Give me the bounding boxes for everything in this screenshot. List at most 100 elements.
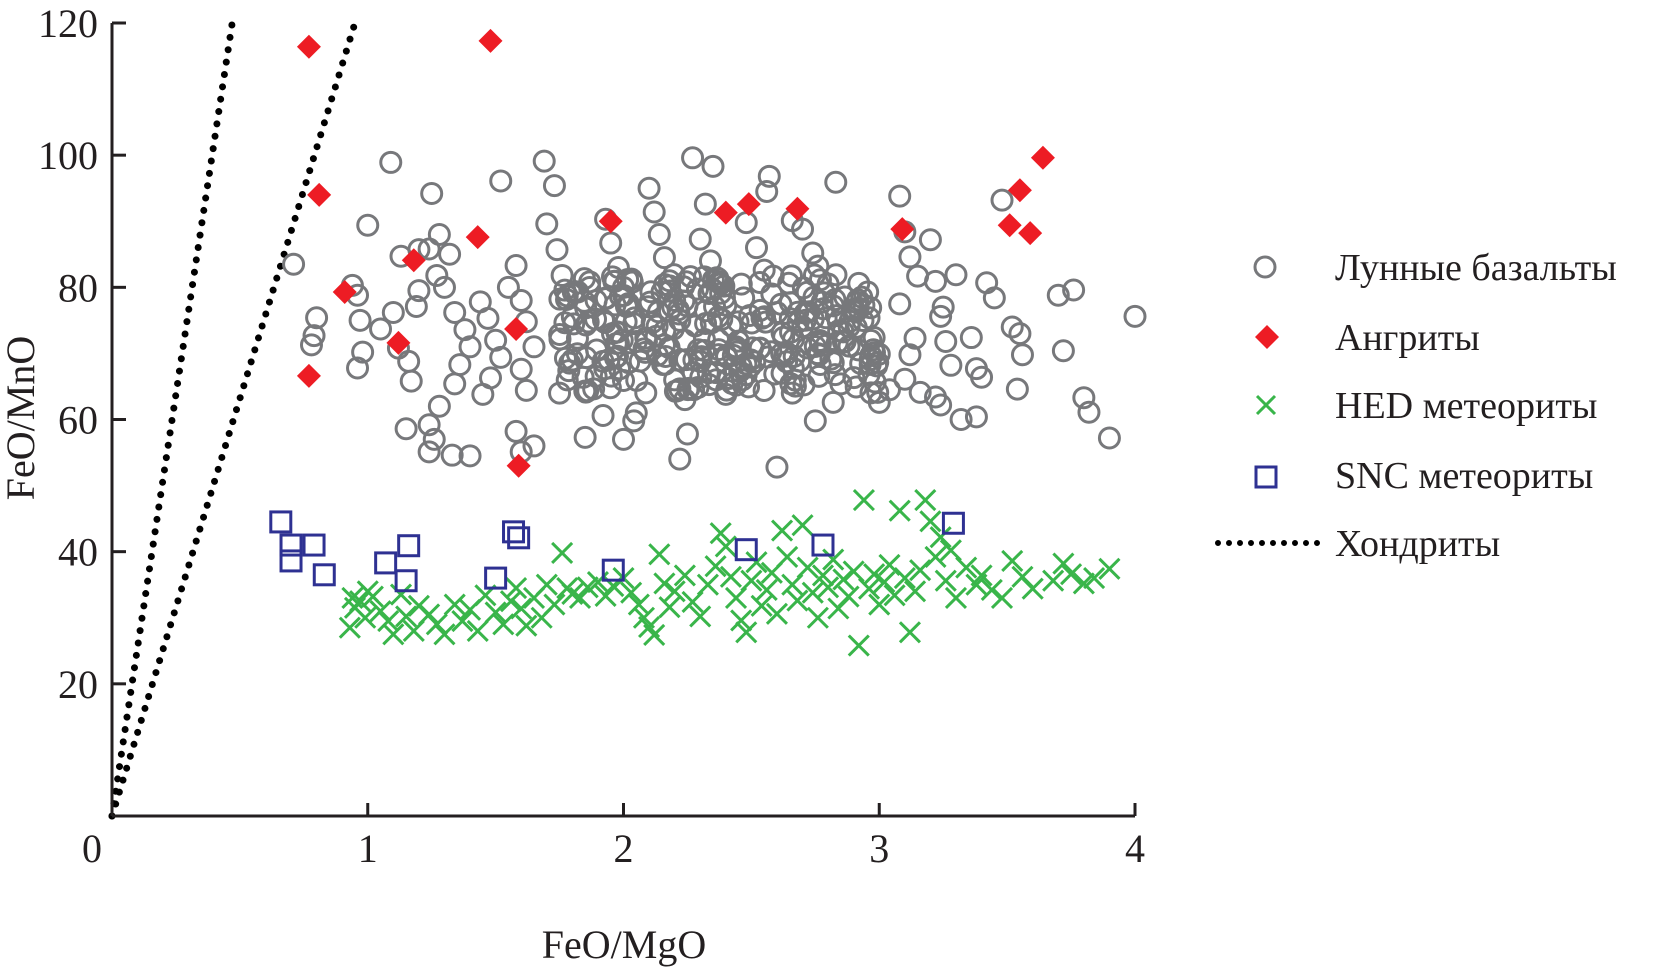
lunar-basalt-point — [924, 269, 948, 293]
lunar-basalt-point — [548, 381, 572, 405]
lunar-basalt-point — [661, 295, 685, 319]
lunar-basalt-point — [851, 309, 875, 333]
lunar-basalt-point — [929, 304, 953, 328]
lunar-basalt-point — [578, 270, 602, 294]
lunar-basalt-point — [553, 311, 577, 335]
hed-point — [499, 590, 523, 613]
hed-point — [755, 578, 778, 602]
angrite-point — [736, 192, 761, 217]
lunar-basalt-point — [417, 440, 441, 464]
hed-point — [909, 559, 932, 582]
hed-point — [627, 593, 650, 616]
hed-point — [765, 602, 789, 625]
lunar-basalt-point — [489, 169, 513, 193]
lunar-basalt-point — [821, 390, 845, 414]
lunar-basalt-point — [715, 378, 739, 402]
lunar-basalt-point — [831, 320, 855, 344]
lunar-basalt-point — [1072, 386, 1096, 410]
ticks: 0 1 2 3 4 20 40 60 80 100 120 — [38, 1, 1145, 871]
lunar-basalt-point — [1005, 377, 1029, 401]
legend-label: Ангриты — [1335, 317, 1480, 359]
lunar-basalt-point — [591, 404, 615, 428]
snc-point — [394, 569, 418, 593]
hed-point — [888, 499, 911, 522]
lunar-basalt-point — [675, 294, 699, 318]
hed-point — [868, 593, 891, 616]
hed-point — [653, 572, 676, 595]
hed-point — [944, 586, 968, 609]
lunar-basalt-point — [908, 380, 932, 404]
hed-point — [696, 573, 719, 596]
lunar-basalt-point — [598, 376, 622, 400]
lunar-basalt-point — [819, 347, 843, 371]
hed-point — [903, 580, 927, 603]
legend-open-square-icon — [1254, 465, 1278, 489]
angrite-point — [332, 279, 357, 304]
hed-point — [451, 609, 474, 633]
angrite-point — [1007, 178, 1032, 203]
lunar-basalt-point — [931, 295, 955, 319]
hed-point — [847, 634, 870, 657]
hed-point — [929, 526, 952, 549]
lunar-basalt-point — [792, 373, 816, 397]
x-tick-label: 1 — [358, 826, 378, 871]
hed-point — [1083, 567, 1106, 590]
hed-point — [505, 576, 528, 600]
lunar-basalt-point — [427, 222, 451, 246]
hed-point — [709, 522, 732, 545]
angrite-point — [504, 316, 529, 341]
lunar-basalt-point — [636, 295, 660, 319]
lunar-basalt-point — [700, 277, 724, 301]
hed-point — [515, 614, 538, 637]
hed-point — [970, 564, 993, 587]
angrite-point — [386, 330, 411, 355]
chondrite-line — [108, 19, 359, 820]
lunar-basalt-point — [647, 222, 671, 246]
hed-point — [354, 606, 377, 629]
lunar-basalt-point — [558, 351, 582, 375]
lunar-basalt-point — [522, 434, 546, 458]
lunar-basalt-point — [420, 181, 444, 205]
lunar-basalt-point — [772, 344, 796, 368]
lunar-basalt-point — [678, 265, 702, 289]
lunar-basalt-point — [504, 254, 528, 278]
legend-item-hed: HED метеориты — [1255, 385, 1597, 427]
hed-point — [535, 573, 558, 596]
lunar-basalt-point — [893, 367, 917, 391]
lunar-basalt-point — [734, 363, 758, 387]
lunar-basalt-point — [706, 305, 730, 329]
lunar-basalt-point — [1077, 400, 1101, 424]
lunar-basalt-point — [814, 333, 838, 357]
lunar-basalt-point — [888, 184, 912, 208]
lunar-basalt-point — [765, 455, 789, 479]
hed-point — [719, 565, 742, 588]
hed-point — [663, 580, 686, 603]
snc-point — [507, 526, 531, 550]
hed-point — [898, 621, 922, 644]
lunar-basalt-point — [824, 263, 848, 287]
hed-point — [914, 489, 937, 512]
lunar-basalt-point — [562, 312, 586, 336]
hed-point — [796, 556, 819, 579]
lunar-basalt-point — [707, 343, 731, 367]
lunar-basalt-point — [668, 447, 692, 471]
hed-point — [433, 623, 456, 646]
lunar-basalt-point — [545, 238, 569, 262]
lunar-basalt-point — [1123, 304, 1147, 328]
snc-point — [484, 566, 508, 590]
lunar-basalt-point — [898, 343, 922, 367]
lunar-basalt-point — [584, 307, 608, 331]
lunar-basalt-point — [1046, 283, 1070, 307]
hed-point — [568, 586, 592, 609]
lunar-basalt-point — [606, 344, 630, 368]
lunar-basalt-point — [592, 308, 616, 332]
legend-item-lunar-basalts: Лунные базальты — [1253, 247, 1617, 289]
lunar-basalt-point — [440, 443, 464, 467]
lunar-basalt-point — [571, 365, 595, 389]
lunar-basalt-point — [748, 298, 772, 322]
angrite-point — [785, 196, 810, 221]
lunar-basalt-point — [514, 378, 538, 402]
lunar-basalt-point — [693, 192, 717, 216]
hed-point — [543, 593, 566, 616]
lunar-basalt-point — [282, 252, 306, 276]
